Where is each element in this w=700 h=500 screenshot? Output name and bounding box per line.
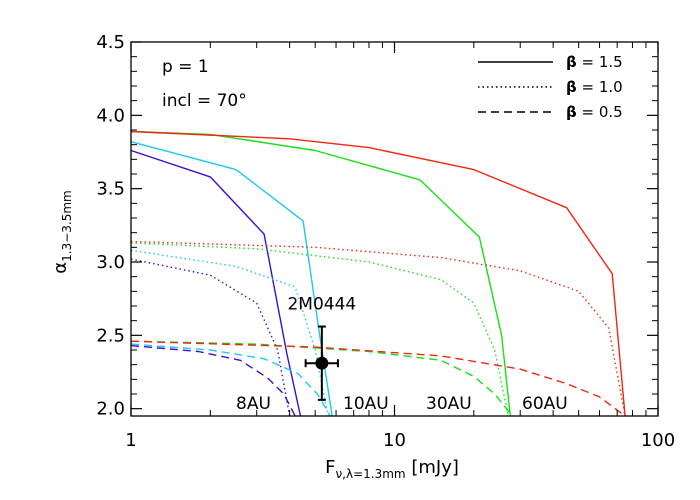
legend-value: = 0.5 [577, 103, 623, 121]
radius-label-30AU: 30AU [426, 394, 472, 414]
y-tick-label: 4.0 [96, 105, 125, 126]
y-tick-label: 3.5 [96, 179, 125, 200]
series-layer [130, 130, 626, 417]
y-axis-title-main: α [50, 262, 71, 274]
series-8AU-beta-0.5 [130, 344, 296, 417]
legend-symbol: β [566, 53, 577, 71]
y-tick-label: 2.0 [96, 399, 125, 420]
y-axis-title: α1.3−3.5mm [50, 190, 74, 273]
radius-label-60AU: 60AU [522, 394, 568, 414]
radius-labels: 8AU 10AU 30AU 60AU [236, 394, 568, 414]
series-60AU-beta-1.5 [130, 130, 626, 417]
legend-symbol: β [566, 103, 577, 121]
legend: β = 1.5β = 1.0β = 0.5 [478, 53, 623, 121]
x-tick-label: 1 [125, 430, 136, 451]
x-axis-title-unit: [mJy] [406, 457, 459, 478]
p-annotation: p = 1 [162, 57, 209, 77]
x-tick-label: 10 [383, 430, 406, 451]
data-point-layer [304, 325, 339, 401]
legend-symbol: β [566, 78, 577, 96]
y-tick-label: 4.5 [96, 32, 125, 53]
legend-label-dashed: β = 0.5 [566, 103, 623, 121]
series-10AU-beta-1.0 [130, 249, 329, 417]
radius-label-10AU: 10AU [343, 394, 389, 414]
legend-label-dotted: β = 1.0 [566, 78, 623, 96]
y-axis-title-sub: 1.3−3.5mm [60, 190, 74, 262]
y-tick-label: 3.0 [96, 252, 125, 273]
series-30AU-beta-1.5 [130, 130, 511, 417]
data-point-marker [315, 356, 329, 370]
x-axis-title: Fν,λ=1.3mm [mJy] [325, 457, 459, 481]
series-8AU-beta-1.5 [130, 149, 302, 417]
y-tick-label: 2.5 [96, 325, 125, 346]
tick-layer: 1 10 100 2.0 2.5 3.0 3.5 4.0 4.5 [96, 32, 675, 451]
radius-label-8AU: 8AU [236, 394, 271, 414]
x-axis-title-main: F [325, 457, 335, 478]
series-30AU-beta-1.0 [130, 242, 509, 417]
series-10AU-beta-1.5 [130, 141, 333, 417]
x-tick-label: 100 [641, 430, 675, 451]
series-60AU-beta-0.5 [130, 340, 626, 417]
x-axis-title-sub: ν,λ=1.3mm [335, 467, 405, 481]
incl-annotation: incl = 70° [162, 91, 247, 111]
legend-value: = 1.5 [577, 53, 623, 71]
series-8AU-beta-1.0 [130, 258, 291, 417]
legend-label-solid: β = 1.5 [566, 53, 623, 71]
series-60AU-beta-1.0 [130, 240, 626, 417]
legend-value: = 1.0 [577, 78, 623, 96]
series-10AU-beta-0.5 [130, 343, 331, 417]
source-label: 2M0444 [287, 295, 356, 315]
